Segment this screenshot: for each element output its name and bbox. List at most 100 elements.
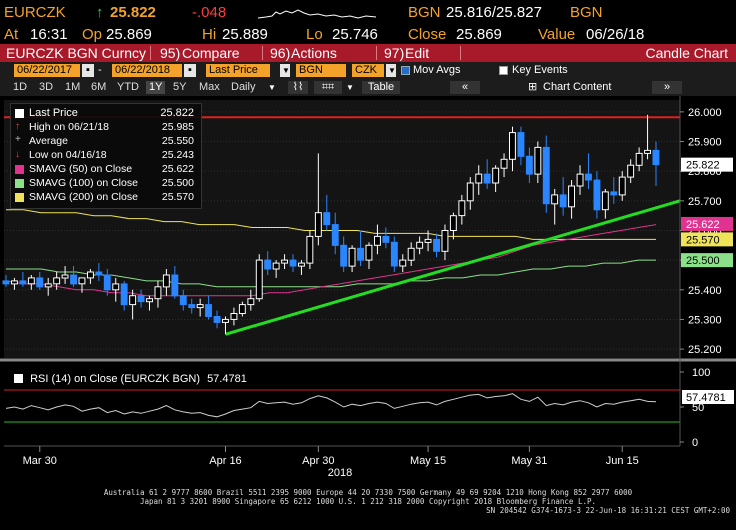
candle-body	[449, 215, 457, 231]
chart-style-icon[interactable]: ⌗⌗	[314, 81, 342, 94]
candle-body	[78, 277, 86, 285]
line-chart-icon[interactable]: ⌇⌇	[288, 81, 308, 94]
range-5y[interactable]: 5Y	[173, 81, 187, 93]
candle-body	[281, 259, 289, 264]
sparkline	[258, 9, 377, 19]
candle-body	[509, 132, 516, 160]
low-label: Lo	[306, 26, 323, 43]
actions-menu[interactable]: Actions	[291, 45, 337, 61]
candle-body	[196, 304, 204, 309]
candle-body	[525, 155, 533, 175]
price-field-select[interactable]: Last Price	[206, 64, 270, 77]
candle-body	[517, 132, 525, 157]
dropdown-arrow-icon[interactable]: ▼	[346, 83, 354, 92]
candle-body	[399, 259, 407, 267]
candle-body	[298, 262, 305, 267]
price-tag: 25.822	[686, 160, 720, 172]
ticker-symbol[interactable]: EURCZK	[4, 4, 66, 21]
candle-body	[95, 271, 103, 276]
rsi-swatch	[14, 374, 23, 383]
dropdown-arrow-icon[interactable]: ▼	[386, 64, 396, 77]
average-marker-icon: +	[15, 134, 21, 145]
candle-body	[36, 277, 44, 288]
candle-body	[534, 146, 542, 175]
candle-body	[331, 224, 339, 246]
candle-body	[576, 173, 584, 187]
range-6m[interactable]: 6M	[91, 81, 107, 93]
last-price-swatch	[15, 109, 24, 118]
legend-box[interactable]: Last Price 25.822 ↑ High on 06/21/18 25.…	[10, 103, 202, 209]
quote-header: EURCZK ↑ 25.822 -.048 BGN 25.816/25.827 …	[0, 0, 736, 26]
quote-details: At 16:31 Op 25.869 Hi 25.889 Lo 25.746 C…	[0, 26, 736, 44]
candles	[2, 114, 660, 335]
candle-body	[162, 274, 170, 288]
candle-body	[627, 164, 635, 178]
compare-number: 95)	[160, 45, 181, 61]
source-label: BGN	[408, 4, 441, 21]
expand-right-icon[interactable]: »	[652, 81, 682, 94]
sma100-line	[6, 259, 656, 288]
calendar-icon[interactable]: ▪	[184, 64, 196, 77]
rsi-tick-label: 100	[692, 367, 710, 379]
sma200-swatch	[15, 193, 24, 202]
candle-body	[551, 194, 559, 205]
collapse-left-icon[interactable]: «	[450, 81, 480, 94]
rsi-line	[5, 393, 657, 418]
start-date-field[interactable]: 06/22/2017	[14, 64, 80, 77]
candle-body	[644, 149, 651, 154]
range-1d[interactable]: 1D	[13, 81, 28, 93]
range-max[interactable]: Max	[199, 81, 220, 93]
compare-menu[interactable]: Compare	[182, 45, 240, 61]
end-date-field[interactable]: 06/22/2018	[112, 64, 182, 77]
candle-body	[441, 230, 449, 252]
candle-body	[103, 274, 111, 291]
candle-body	[205, 304, 213, 318]
chart-settings-row: 06/22/2017 ▪ - 06/22/2018 ▪ Last Price ▼…	[0, 62, 736, 79]
chart-type-label[interactable]: Candle Chart	[645, 45, 729, 61]
range-3d[interactable]: 3D	[39, 81, 54, 93]
rsi-value-tag: 57.4781	[686, 392, 726, 404]
candle-body	[230, 313, 238, 320]
value-label: Value	[538, 26, 576, 43]
table-button[interactable]: Table	[362, 81, 400, 94]
candle-body	[568, 185, 575, 208]
at-label: At	[4, 26, 19, 43]
candle-body	[635, 152, 643, 166]
candle-body	[374, 235, 381, 246]
candle-body	[61, 274, 69, 279]
candle-body	[407, 247, 415, 261]
security-name[interactable]: EURCZK BGN Curncy	[6, 45, 147, 61]
low-marker-icon: ↓	[15, 149, 20, 160]
calendar-icon[interactable]: ▪	[82, 64, 94, 77]
dropdown-arrow-icon[interactable]: ▼	[280, 64, 290, 77]
actions-number: 96)	[270, 45, 291, 61]
footer-serial: SN 204542 G374-1673-3 22-Jun-18 16:31:21…	[486, 506, 730, 515]
candle-body	[171, 274, 179, 297]
footer-contacts-2: Japan 81 3 3201 8900 Singapore 65 6212 1…	[139, 497, 597, 506]
price-tag: 25.500	[686, 255, 720, 267]
chart-content-label[interactable]: Chart Content	[543, 81, 612, 93]
currency-field[interactable]: CZK	[352, 64, 384, 77]
range-1y[interactable]: 1Y	[146, 81, 166, 94]
edit-menu[interactable]: Edit	[405, 45, 430, 61]
range-1m[interactable]: 1M	[65, 81, 81, 93]
range-ytd[interactable]: YTD	[117, 81, 139, 93]
low-value: 25.746	[332, 26, 378, 43]
open-value: 25.869	[106, 26, 152, 43]
mov-avgs-checkbox[interactable]	[401, 66, 410, 75]
rsi-legend[interactable]: RSI (14) on Close (EURCZK BGN) 57.4781	[12, 372, 247, 386]
period-select[interactable]: Daily	[231, 81, 256, 93]
price-chart[interactable]: 26.00025.90025.80025.70025.60025.50025.4…	[0, 96, 736, 480]
price-tick-label: 26.000	[688, 107, 722, 119]
candle-body	[2, 280, 10, 285]
source-field[interactable]: BGN	[296, 64, 346, 77]
source-label-2: BGN	[570, 4, 603, 21]
key-events-checkbox[interactable]	[499, 66, 508, 75]
dropdown-arrow-icon[interactable]: ▼	[268, 83, 276, 92]
high-label: Hi	[202, 26, 217, 43]
candle-body	[314, 212, 322, 237]
rsi-tick-label: 0	[692, 437, 698, 449]
rsi-axis: 100 50 0	[680, 367, 710, 449]
candle-body	[27, 277, 35, 285]
candle-body	[70, 274, 77, 285]
